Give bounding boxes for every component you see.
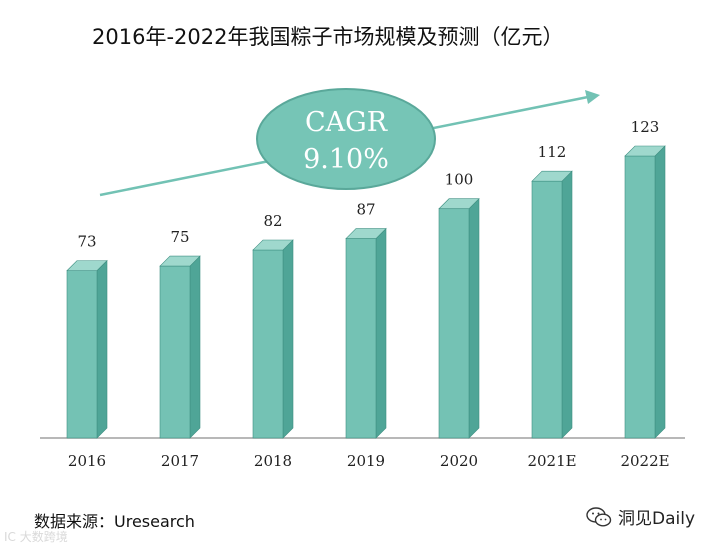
brand-name: 洞见Daily <box>618 509 696 529</box>
bar-side <box>282 239 294 439</box>
bar-side <box>96 259 108 439</box>
bar-front <box>531 180 563 439</box>
bar-side <box>561 170 573 439</box>
data-label: 73 <box>77 233 96 251</box>
bar-side <box>468 198 480 439</box>
bar-front <box>624 155 656 439</box>
data-source: 数据来源：Uresearch <box>34 512 195 531</box>
bar-group: 73 2016 75 2017 82 2018 87 2019 100 2020 112 2021E 1… <box>66 118 670 470</box>
data-label: 75 <box>170 228 189 246</box>
bar-top <box>624 145 666 157</box>
cagr-label: CAGR <box>305 107 388 138</box>
brand: 洞见Daily <box>586 504 695 529</box>
watermark-text: IC 大数跨境 <box>4 530 68 544</box>
bar-side <box>375 227 387 439</box>
bar-2021E <box>531 170 573 439</box>
data-label: 112 <box>538 143 567 161</box>
x-tick-label: 2016 <box>68 452 106 470</box>
bar-top <box>438 198 480 210</box>
x-tick-label: 2017 <box>161 452 199 470</box>
bar-front <box>345 238 377 439</box>
bar-top <box>66 260 108 271</box>
cagr-annotation: CAGR 9.10% <box>256 88 436 190</box>
bar-2017 <box>159 255 201 439</box>
cagr-ellipse <box>256 88 436 190</box>
bar-top <box>252 239 294 251</box>
wechat-icon <box>586 506 612 527</box>
bar-2020 <box>438 198 480 439</box>
bar-front <box>438 208 470 439</box>
data-label: 123 <box>631 118 660 136</box>
bar-front <box>66 270 98 439</box>
bar-2019 <box>345 227 387 439</box>
bar-top <box>345 228 387 239</box>
x-tick-label: 2022E <box>620 452 669 470</box>
bar-side <box>189 255 201 439</box>
x-tick-label: 2018 <box>254 452 292 470</box>
bar-2016 <box>66 259 108 439</box>
bar-front <box>252 249 284 439</box>
bar-top <box>159 255 201 267</box>
cagr-value: 9.10% <box>303 144 389 175</box>
x-tick-label: 2021E <box>527 452 576 470</box>
x-tick-label: 2019 <box>347 452 385 470</box>
data-label: 100 <box>445 171 474 189</box>
bar-2018 <box>252 239 294 439</box>
trend-arrow-head <box>585 90 600 104</box>
x-tick-label: 2020 <box>440 452 478 470</box>
bar-side <box>654 145 666 439</box>
bar-front <box>159 265 191 439</box>
bar-2022E <box>624 145 666 439</box>
data-label: 82 <box>263 212 282 230</box>
chart-title: 2016年-2022年我国粽子市场规模及预测（亿元） <box>92 25 563 49</box>
data-label: 87 <box>356 201 375 219</box>
bar-top <box>531 170 573 182</box>
